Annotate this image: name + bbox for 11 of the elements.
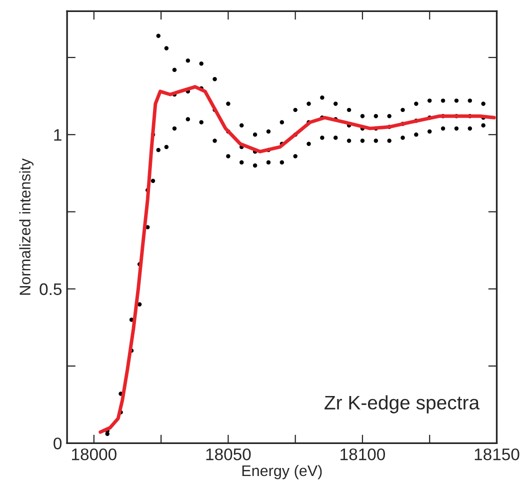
y-tick-label: 1 [54, 129, 62, 141]
y-axis-title: Normalized intensity [19, 158, 34, 295]
x-tick-label: 18150 [474, 448, 520, 460]
x-tick-label: 18100 [340, 448, 385, 460]
x-tick-label: 18000 [72, 448, 116, 460]
annotation: Zr K-edge spectra [324, 395, 480, 414]
x-axis-title: Energy (eV) [242, 464, 322, 480]
x-tick-label: 18050 [206, 448, 251, 460]
y-tick-label: 0.5 [40, 283, 62, 296]
y-tick-label: 0 [54, 438, 62, 450]
line-series [98, 85, 496, 434]
